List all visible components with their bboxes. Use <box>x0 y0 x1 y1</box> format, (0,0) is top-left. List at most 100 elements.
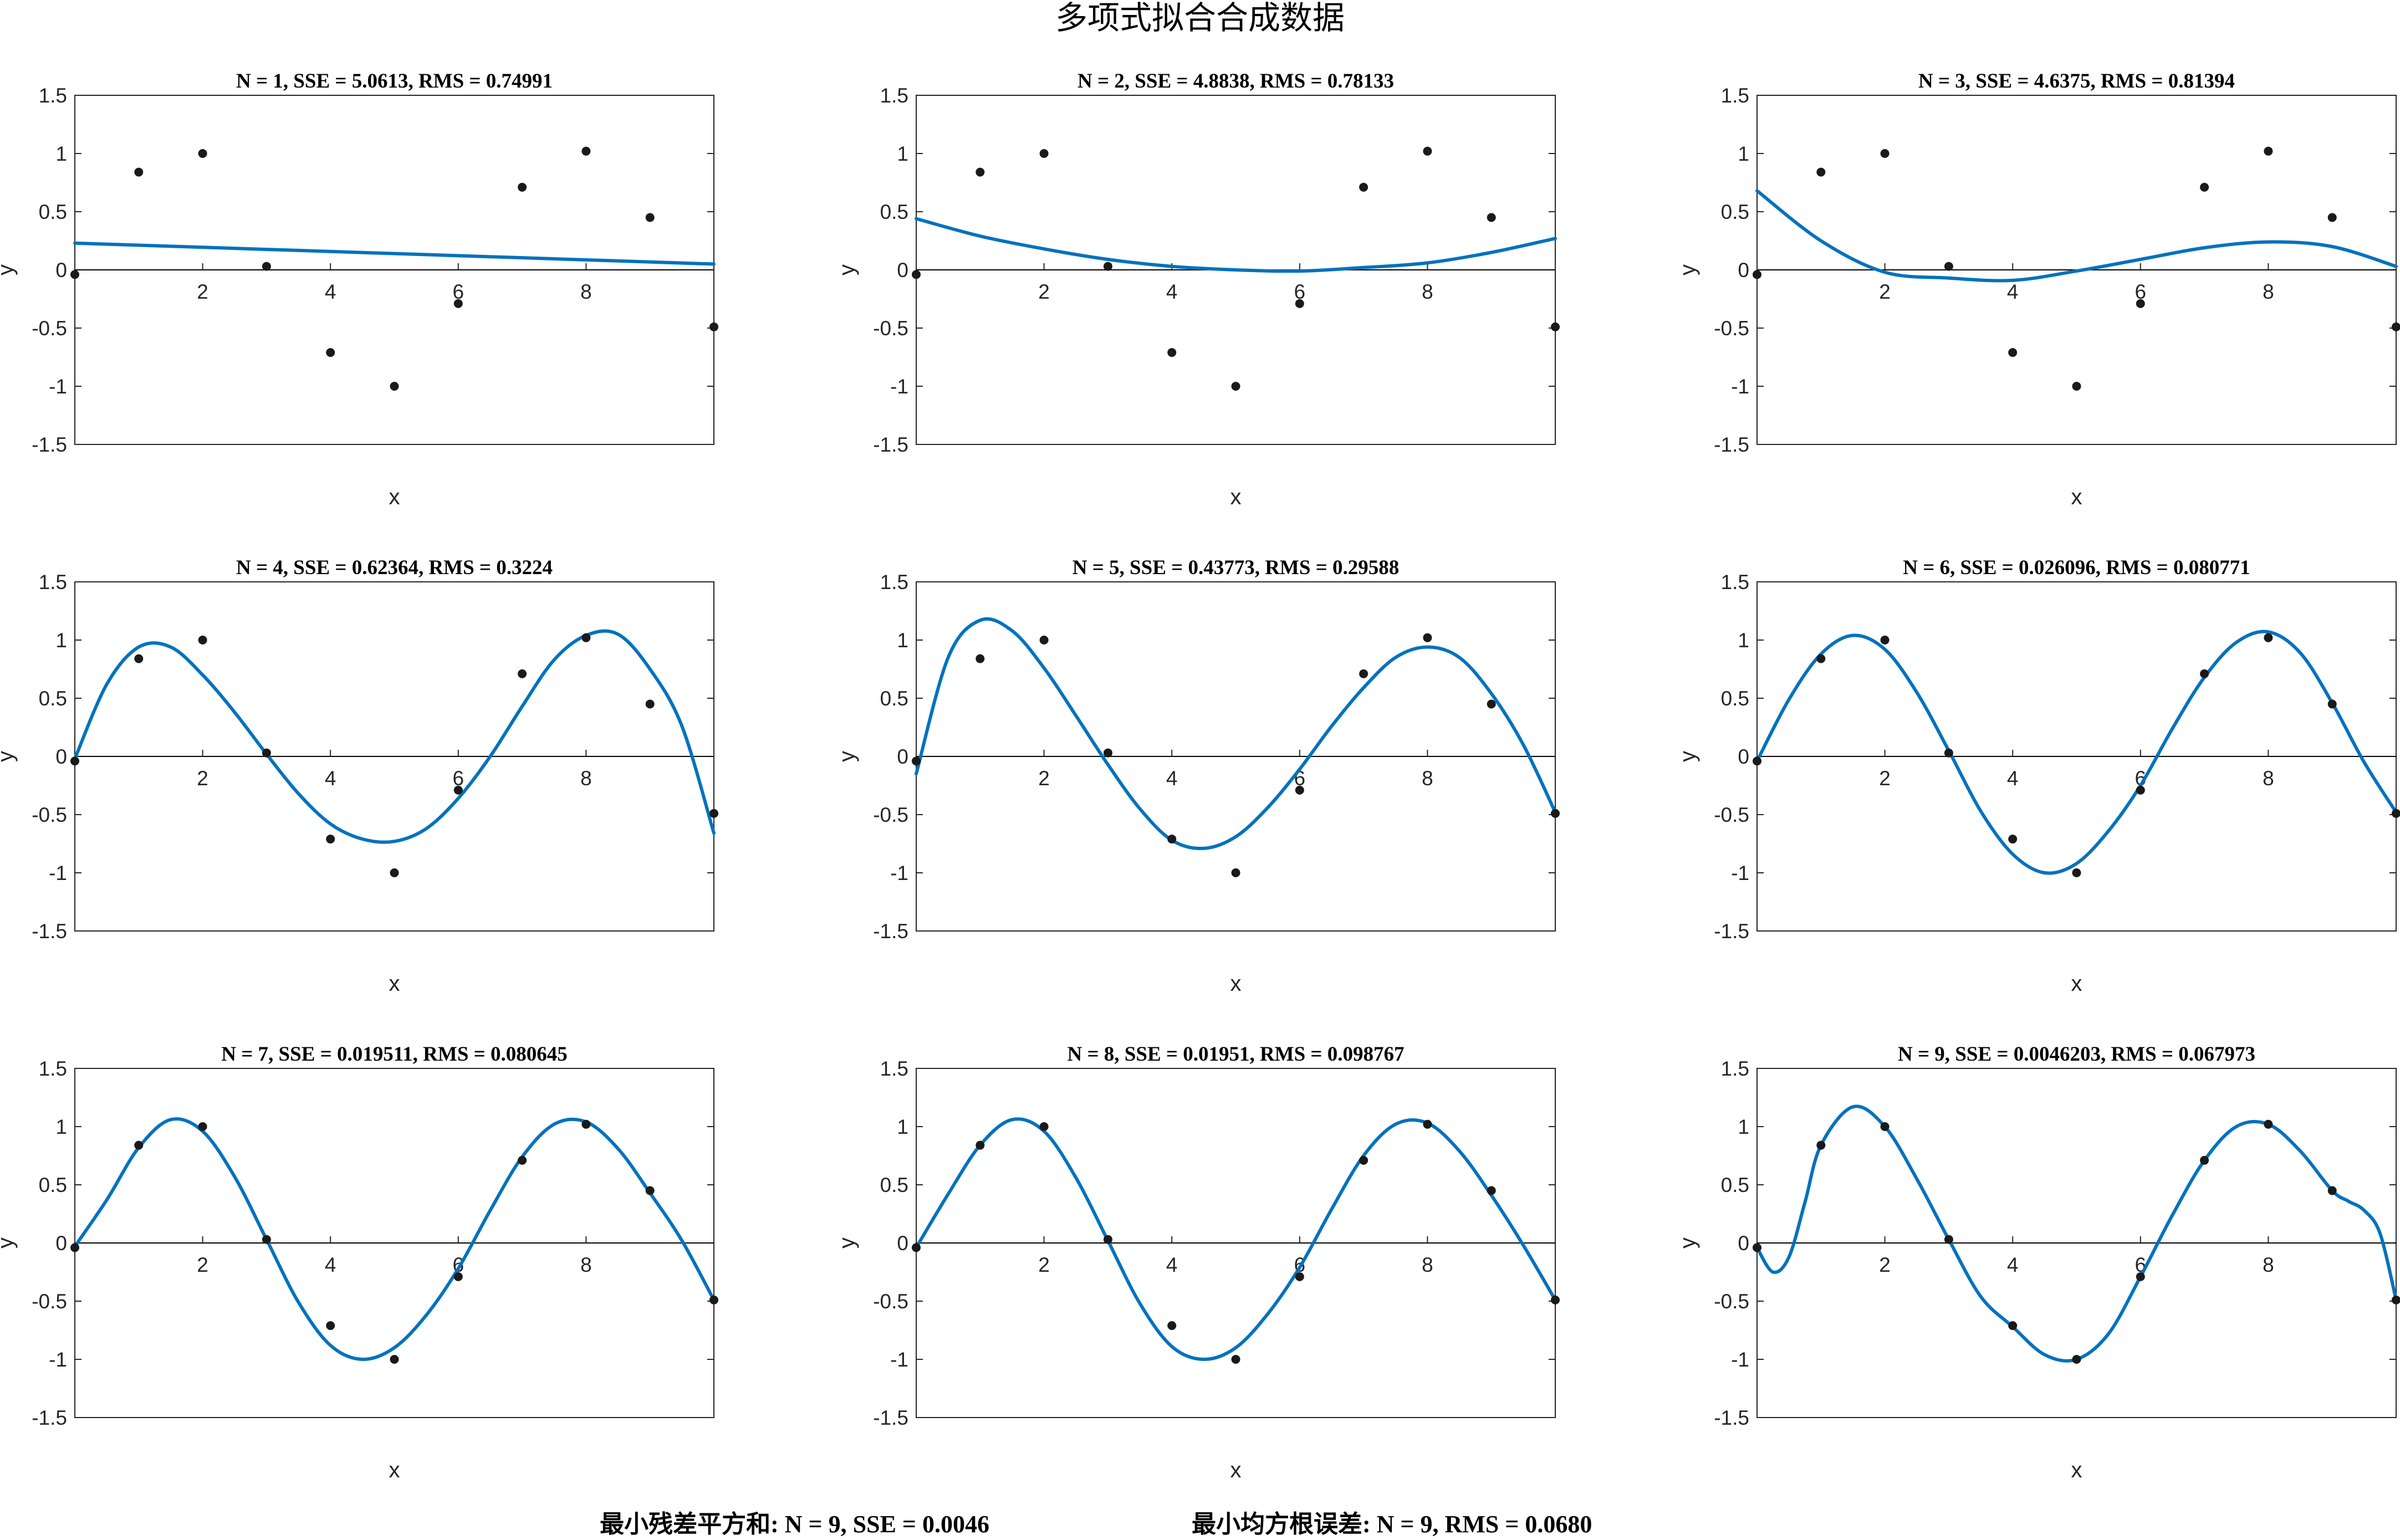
y-tick-label: 0.5 <box>880 687 908 710</box>
y-tick-label: 1 <box>55 629 67 652</box>
y-tick-label: -0.5 <box>873 1290 908 1313</box>
y-tick-label: -1 <box>890 862 908 884</box>
data-point <box>518 669 527 678</box>
data-point <box>390 868 399 877</box>
data-point <box>1167 348 1177 357</box>
data-point <box>70 756 79 766</box>
data-point <box>1359 182 1368 192</box>
x-tick-label: 8 <box>580 767 592 790</box>
data-point <box>1551 809 1560 818</box>
summary-sse: 最小残差平方和: N = 9, SSE = 0.0046 <box>600 1511 989 1538</box>
subplot-n2: N = 2, SSE = 4.8838, RMS = 0.78133 -1.5 -1… <box>835 70 1560 509</box>
data-point <box>2136 785 2145 795</box>
data-point <box>1753 270 1761 279</box>
data-point <box>2008 835 2018 844</box>
x-tick-label: 2 <box>1038 1254 1050 1276</box>
y-tick-label: -1.5 <box>1714 920 1749 943</box>
y-tick-label: -0.5 <box>1714 317 1749 340</box>
y-axis-label: y <box>835 751 859 762</box>
y-axis-label: y <box>835 1237 859 1249</box>
y-tick-label: -1 <box>890 375 908 398</box>
data-point <box>1423 146 1432 156</box>
x-tick-label: 8 <box>1422 280 1433 303</box>
y-axis-label: y <box>835 264 859 275</box>
data-point <box>1167 835 1177 844</box>
data-point <box>1039 1122 1049 1131</box>
subplot-title: N = 8, SSE = 0.01951, RMS = 0.098767 <box>1067 1043 1404 1066</box>
x-tick-label: 2 <box>1879 1254 1891 1276</box>
data-point <box>1039 636 1049 644</box>
data-point <box>2072 868 2081 877</box>
data-point <box>262 1235 271 1244</box>
y-tick-label: 0.5 <box>1721 687 1749 710</box>
x-tick-label: 4 <box>325 767 336 790</box>
y-tick-label: 1 <box>55 1116 67 1138</box>
x-tick-label: 4 <box>1166 1254 1178 1276</box>
data-point <box>2008 348 2018 357</box>
x-tick-label: 8 <box>2263 767 2274 790</box>
x-tick-label: 2 <box>197 280 208 303</box>
y-tick-label: -0.5 <box>873 317 908 340</box>
data-point <box>326 348 335 357</box>
data-point <box>709 322 718 331</box>
y-tick-label: 1.5 <box>880 571 908 594</box>
data-point <box>390 1355 399 1364</box>
y-tick-label: 1 <box>1738 629 1749 652</box>
data-point <box>1103 1235 1112 1244</box>
data-point <box>390 382 399 391</box>
data-point <box>2072 382 2081 391</box>
data-point <box>2008 1321 2018 1331</box>
y-tick-label: 1 <box>1738 142 1749 165</box>
data-point <box>1487 1186 1496 1195</box>
fit-curve <box>1755 630 2398 875</box>
data-point <box>2392 809 2400 818</box>
data-point <box>976 654 985 663</box>
data-point <box>2327 1186 2337 1195</box>
data-point <box>2392 1295 2400 1304</box>
subplot-title: N = 4, SSE = 0.62364, RMS = 0.3224 <box>236 556 553 579</box>
fit-curve <box>73 241 716 266</box>
data-point <box>2264 633 2273 642</box>
data-point <box>645 1186 655 1195</box>
data-point <box>976 167 985 177</box>
data-point <box>453 1272 463 1281</box>
y-tick-label: 1 <box>1738 1116 1749 1138</box>
y-tick-label: -1 <box>1731 862 1749 884</box>
y-tick-label: -1 <box>1731 375 1749 398</box>
data-point <box>1231 382 1240 391</box>
data-point <box>581 633 591 642</box>
subplot-title: N = 9, SSE = 0.0046203, RMS = 0.067973 <box>1898 1043 2255 1066</box>
y-tick-label: -1.5 <box>873 920 908 943</box>
subplot-n7: N = 7, SSE = 0.019511, RMS = 0.080645 -1.… <box>0 1043 718 1482</box>
data-point <box>976 1140 985 1150</box>
data-point <box>709 1295 718 1304</box>
data-point <box>581 1119 591 1129</box>
x-tick-label: 8 <box>1422 767 1433 790</box>
y-axis-label: y <box>1676 751 1700 762</box>
data-point <box>1295 1272 1304 1281</box>
subplot-title: N = 6, SSE = 0.026096, RMS = 0.080771 <box>1903 556 2250 579</box>
data-point <box>1880 1122 1890 1131</box>
y-tick-label: 1.5 <box>1721 84 1749 107</box>
x-axis-label: x <box>2071 1458 2082 1482</box>
figure-title: 多项式拟合合成数据 <box>1055 0 1345 37</box>
y-tick-label: -0.5 <box>1714 1290 1749 1313</box>
y-tick-label: -0.5 <box>32 317 67 340</box>
y-tick-label: -1 <box>49 375 67 398</box>
data-point <box>1753 1243 1761 1252</box>
data-point <box>1423 1119 1432 1129</box>
subplot-n8: N = 8, SSE = 0.01951, RMS = 0.098767 -1.5… <box>835 1043 1560 1482</box>
data-point <box>2200 669 2209 678</box>
y-tick-label: -1.5 <box>873 1406 908 1429</box>
y-tick-label: 1.5 <box>1721 1057 1749 1080</box>
data-point <box>70 270 79 279</box>
data-point <box>2327 699 2337 709</box>
data-point <box>2327 213 2337 222</box>
y-tick-label: 0 <box>897 1232 908 1255</box>
subplot-title: N = 2, SSE = 4.8838, RMS = 0.78133 <box>1078 70 1394 93</box>
data-point <box>1039 149 1049 158</box>
data-point <box>326 835 335 844</box>
summary-rms: 最小均方根误差: N = 9, RMS = 0.0680 <box>1192 1511 1592 1538</box>
data-point <box>453 785 463 795</box>
x-tick-label: 2 <box>1879 280 1891 303</box>
